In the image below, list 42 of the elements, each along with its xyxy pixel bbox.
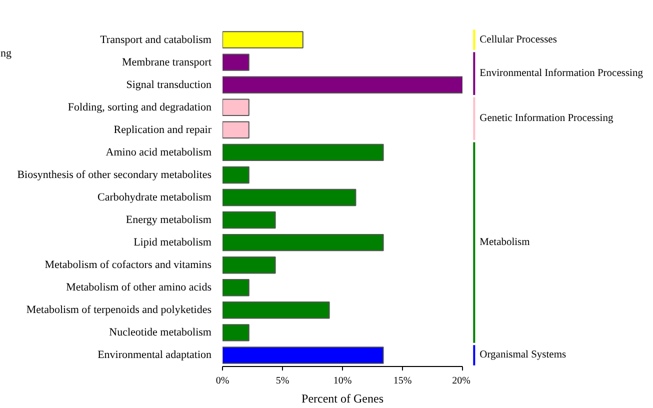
text: ng	[0, 47, 12, 60]
y-tick-label: Lipid metabolism	[134, 236, 212, 249]
bar	[222, 234, 384, 252]
y-tick-label: Folding, sorting and degradation	[68, 101, 212, 114]
y-tick-label: Amino acid metabolism	[106, 146, 212, 158]
x-tick-label: 15%	[393, 376, 412, 386]
y-tick-label: Replication and repair	[114, 124, 212, 136]
legend-label: Cellular Processes	[480, 34, 557, 46]
y-tick-label: Metabolism of terpenoids and polyketides	[26, 304, 212, 316]
bar	[222, 31, 304, 48]
y-tick-label: Nucleotide metabolism	[109, 326, 212, 339]
y-tick-label: Membrane transport	[122, 56, 212, 68]
y-tick-label: Metabolism of other amino acids	[66, 282, 212, 294]
x-tick-label: 10%	[333, 376, 352, 386]
bar	[222, 279, 250, 296]
bar	[222, 346, 384, 364]
bar	[222, 188, 356, 206]
bar	[222, 302, 330, 319]
y-tick-label: Energy metabolism	[126, 214, 212, 226]
bar	[222, 324, 250, 342]
series-label: Environmental Information Processing	[480, 68, 644, 80]
y-tick-label: Signal transduction	[126, 78, 212, 91]
text: Metabolism	[480, 237, 530, 248]
bar	[222, 211, 276, 229]
x-axis-title: Percent of Genes	[302, 392, 384, 406]
bar	[222, 144, 384, 162]
y-tick-label: Environmental adaptation	[98, 349, 212, 362]
x-tick-label: 5%	[276, 376, 290, 386]
y-tick-label: Metabolism of cofactors and vitamins	[44, 259, 212, 272]
x-tick-label: 0%	[216, 376, 230, 386]
legend-label: Organismal Systems	[480, 350, 566, 361]
text: Genetic Information Processing	[480, 113, 614, 124]
y-tick-label: Transport and catabolism	[100, 34, 212, 46]
bar	[222, 98, 250, 116]
bar	[222, 256, 276, 274]
bar	[222, 54, 250, 71]
y-tick-label: Carbohydrate metabolism	[98, 192, 212, 204]
bar	[222, 76, 462, 94]
x-tick-label: 20%	[452, 376, 471, 386]
bar	[222, 121, 250, 139]
y-tick-label: Biosynthesis of other secondary metabolites	[17, 168, 212, 181]
bar	[222, 166, 250, 184]
